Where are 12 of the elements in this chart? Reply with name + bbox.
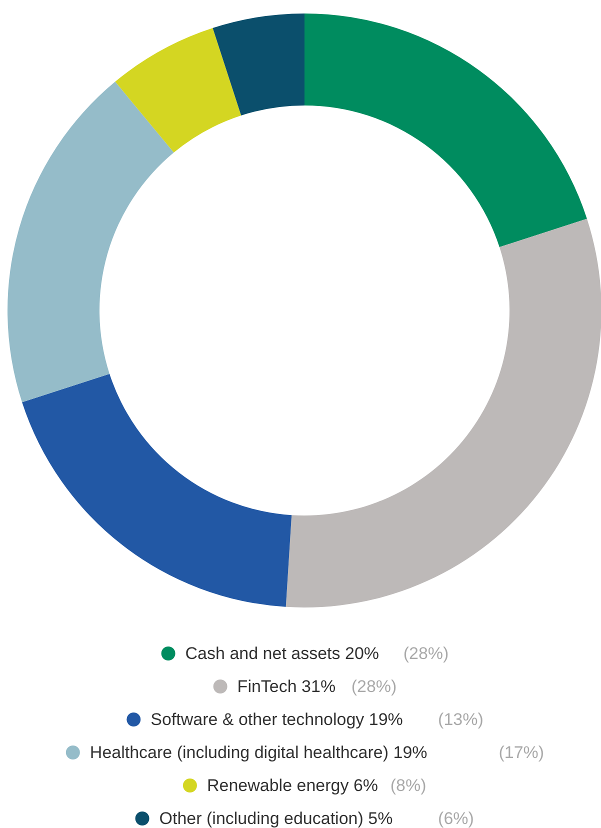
text: (8%) (390, 776, 426, 795)
text: (6%) (438, 809, 474, 828)
text: (17%) (498, 743, 544, 762)
legend-label: Healthcare (including digital healthcare) 19% (90, 743, 428, 762)
legend-label: FinTech 31% (237, 677, 336, 696)
legend-label: Other (including education) 5% (159, 809, 393, 828)
legend-label: Cash and net assets 20% (185, 644, 380, 663)
text: (28%) (403, 644, 449, 663)
legend-label: Software & other technology 19% (150, 710, 403, 729)
legend-label: Renewable energy 6% (206, 776, 378, 795)
text: (28%) (351, 677, 397, 696)
text: (13%) (438, 710, 484, 729)
